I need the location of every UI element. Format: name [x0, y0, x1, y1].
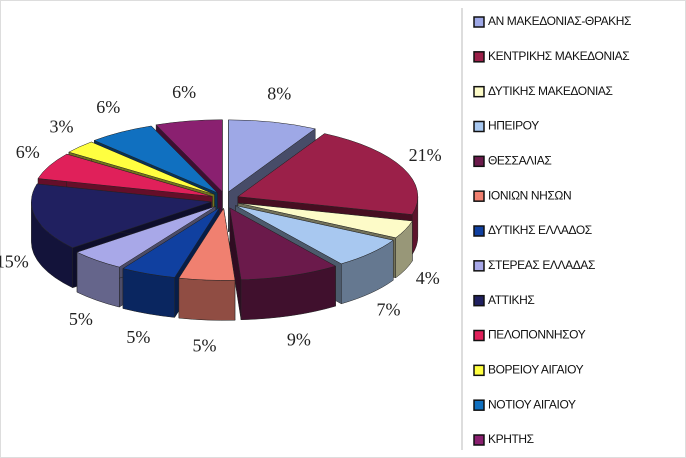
- slice: [235, 205, 394, 265]
- value-label: 4%: [416, 268, 440, 288]
- legend-swatch: [473, 294, 485, 307]
- legend-label: ΚΕΝΤΡΙΚΗΣ ΜΑΚΕΔΟΝΙΑΣ: [488, 49, 629, 63]
- value-label: 6%: [172, 82, 196, 102]
- legend-swatch: [473, 434, 485, 446]
- slice: [93, 125, 218, 194]
- value-label: 6%: [16, 142, 40, 162]
- legend-swatch: [473, 190, 485, 202]
- legend-label: ΑΤΤΙΚΗΣ: [488, 293, 534, 307]
- slice: [237, 202, 413, 239]
- slice: [155, 119, 223, 193]
- legend-swatch: [473, 225, 485, 237]
- legend-label: ΔΥΤΙΚΗΣ ΜΑΚΕΔΟΝΙΑΣ: [488, 84, 613, 98]
- legend-label: ΘΕΣΣΑΛΙΑΣ: [488, 154, 551, 168]
- legend-label: ΑΝ ΜΑΚΕΔΟΝΙΑΣ-ΘΡΑΚΗΣ: [488, 14, 631, 28]
- value-label: 5%: [69, 309, 93, 329]
- pie: 8% 21% 4% 7% 9% 5% 5% 5% 15% 6% 3% 6% 6%: [0, 82, 442, 356]
- legend-label: ΚΡΗΤΗΣ: [488, 432, 534, 446]
- value-label: 6%: [96, 97, 120, 117]
- value-label: 3%: [49, 117, 73, 137]
- value-label: 15%: [0, 252, 29, 272]
- value-label: 7%: [377, 300, 401, 320]
- value-label: 8%: [267, 84, 291, 104]
- legend-label: ΔΥΤΙΚΗΣ ΕΛΛΑΔΟΣ: [488, 223, 592, 237]
- legend-swatch: [473, 85, 485, 98]
- value-label: 21%: [409, 145, 442, 165]
- slice: [178, 207, 236, 281]
- legend-label: ΙΟΝΙΩΝ ΝΗΣΩΝ: [488, 188, 571, 202]
- slice: [37, 153, 213, 197]
- slice-side: [178, 277, 236, 321]
- legend-swatch: [473, 329, 485, 342]
- value-label: 5%: [126, 327, 150, 347]
- value-label: 9%: [287, 330, 311, 350]
- legend-label: ΗΠΕΙΡΟΥ: [488, 119, 539, 133]
- slice: [76, 206, 216, 268]
- value-label: 5%: [192, 336, 216, 356]
- legend-label: ΝΟΤΙΟΥ ΑΙΓΑΙΟΥ: [488, 397, 576, 411]
- legend-swatch: [473, 16, 485, 28]
- legend-swatch: [473, 155, 485, 168]
- legend: ΑΝ ΜΑΚΕΔΟΝΙΑΣ-ΘΡΑΚΗΣ ΚΕΝΤΡΙΚΗΣ ΜΑΚΕΔΟΝΙΑΣ…: [473, 14, 631, 446]
- legend-swatch: [473, 399, 485, 411]
- slice: [228, 119, 316, 193]
- slice: [68, 141, 215, 195]
- legend-label: ΣΤΕΡΕΑΣ ΕΛΛΑΔΑΣ: [488, 258, 595, 272]
- slice: [31, 183, 212, 248]
- legend-label: ΠΕΛΟΠΟΝΝΗΣΟΥ: [488, 328, 586, 342]
- slice: [229, 207, 337, 281]
- legend-swatch: [473, 364, 485, 377]
- legend-label: ΒΟΡΕΙΟΥ ΑΙΓΑΙΟΥ: [488, 363, 584, 377]
- legend-swatch: [473, 120, 485, 133]
- legend-swatch: [473, 51, 485, 63]
- slice: [237, 133, 419, 215]
- slice: [122, 207, 220, 278]
- legend-swatch: [473, 260, 485, 272]
